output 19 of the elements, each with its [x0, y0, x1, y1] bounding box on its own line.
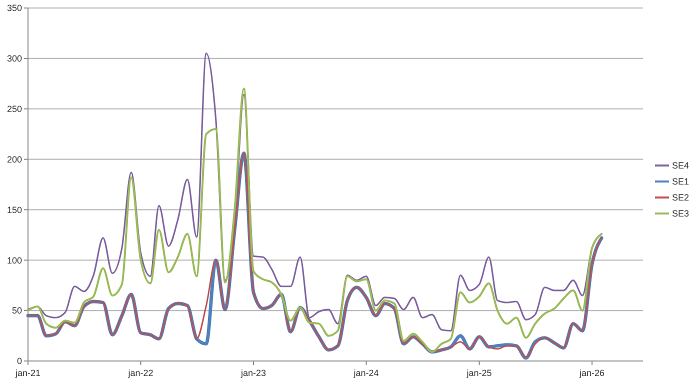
y-tick-label: 200	[6, 154, 22, 164]
x-tick-label: jan-25	[466, 368, 492, 378]
x-tick-label: jan-22	[127, 368, 154, 378]
y-tick-label: 100	[6, 255, 22, 266]
legend-label: SE3	[672, 208, 690, 219]
y-tick-label: 250	[6, 104, 22, 114]
legend-label: SE1	[672, 176, 690, 187]
x-tick-label: jan-24	[352, 368, 379, 378]
line-series	[27, 88, 603, 353]
y-tick-label: 350	[6, 3, 22, 14]
x-tick-label: jan-23	[240, 368, 266, 378]
y-tick-label: 150	[6, 204, 22, 215]
legend-label: SE4	[672, 160, 690, 171]
x-tick-label: jan-21	[14, 368, 41, 378]
y-tick-label: 300	[6, 54, 22, 64]
x-tick-label: jan-26	[578, 368, 605, 378]
y-tick-label: 0	[16, 356, 22, 366]
legend-label: SE2	[672, 192, 690, 203]
y-tick-label: 50	[12, 306, 22, 316]
